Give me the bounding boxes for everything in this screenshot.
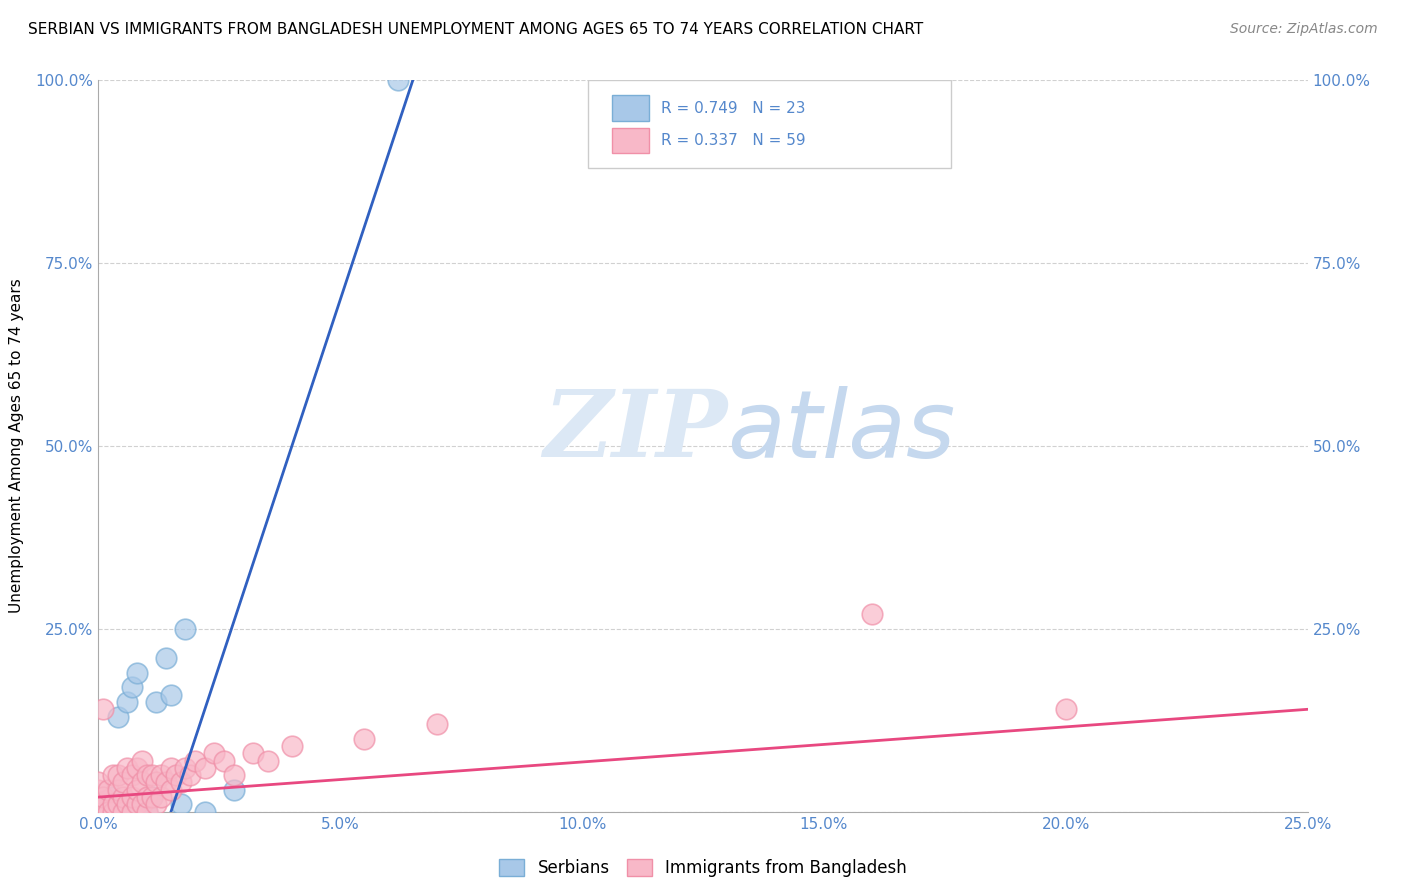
Point: [135, 768, 157, 782]
Point: [97, 782, 120, 797]
Point: [121, 805, 143, 819]
Legend: Serbians, Immigrants from Bangladesh: Serbians, Immigrants from Bangladesh: [492, 853, 914, 884]
Text: SERBIAN VS IMMIGRANTS FROM BANGLADESH UNEMPLOYMENT AMONG AGES 65 TO 74 YEARS COR: SERBIAN VS IMMIGRANTS FROM BANGLADESH UN…: [28, 22, 924, 37]
Point: [204, 746, 226, 760]
Point: [131, 797, 153, 812]
Point: [141, 790, 163, 805]
Point: [101, 805, 124, 819]
Point: [127, 782, 149, 797]
Point: [91, 805, 114, 819]
Point: [107, 709, 129, 723]
Point: [111, 805, 134, 819]
Text: atlas: atlas: [727, 386, 956, 477]
Point: [281, 739, 304, 753]
Point: [135, 790, 157, 805]
Point: [141, 768, 163, 782]
Point: [127, 761, 149, 775]
Point: [111, 790, 134, 805]
Point: [194, 805, 217, 819]
Point: [117, 695, 139, 709]
Text: R = 0.337   N = 59: R = 0.337 N = 59: [661, 134, 806, 148]
Point: [97, 801, 120, 815]
Bar: [613, 128, 648, 153]
Point: [91, 797, 114, 812]
Point: [387, 73, 409, 87]
Point: [155, 651, 177, 665]
Point: [87, 797, 110, 812]
Point: [426, 717, 449, 731]
Point: [222, 782, 245, 797]
Point: [353, 731, 375, 746]
Point: [121, 681, 143, 695]
Point: [97, 797, 120, 812]
Point: [145, 775, 167, 789]
Text: R = 0.749   N = 23: R = 0.749 N = 23: [661, 101, 806, 116]
Point: [117, 761, 139, 775]
Y-axis label: Unemployment Among Ages 65 to 74 years: Unemployment Among Ages 65 to 74 years: [10, 278, 24, 614]
Point: [174, 761, 197, 775]
Point: [222, 768, 245, 782]
Point: [101, 797, 124, 812]
Point: [169, 775, 191, 789]
Point: [184, 754, 207, 768]
Point: [1054, 702, 1077, 716]
Point: [101, 790, 124, 805]
Point: [87, 790, 110, 805]
Point: [131, 775, 153, 789]
Point: [131, 754, 153, 768]
Text: ZIP: ZIP: [543, 386, 727, 476]
Point: [179, 768, 201, 782]
Point: [135, 805, 157, 819]
Point: [174, 622, 197, 636]
Point: [107, 782, 129, 797]
Point: [135, 805, 157, 819]
Point: [141, 790, 163, 805]
Point: [127, 665, 149, 680]
Point: [87, 801, 110, 815]
Point: [97, 805, 120, 819]
Point: [150, 790, 173, 805]
Point: [91, 790, 114, 805]
Point: [169, 797, 191, 812]
Point: [150, 768, 173, 782]
Point: [155, 775, 177, 789]
Point: [87, 782, 110, 797]
Point: [121, 790, 143, 805]
Point: [131, 797, 153, 812]
Point: [101, 805, 124, 819]
Point: [117, 797, 139, 812]
Point: [121, 768, 143, 782]
Point: [212, 754, 235, 768]
Point: [111, 805, 134, 819]
Point: [160, 782, 183, 797]
Point: [160, 761, 183, 775]
Point: [145, 695, 167, 709]
Point: [91, 797, 114, 812]
Point: [91, 702, 114, 716]
Point: [107, 797, 129, 812]
Point: [165, 768, 187, 782]
Point: [242, 746, 264, 760]
Point: [127, 797, 149, 812]
Point: [860, 607, 883, 622]
Point: [91, 805, 114, 819]
Point: [101, 768, 124, 782]
Point: [111, 775, 134, 789]
Point: [194, 761, 217, 775]
Point: [87, 801, 110, 815]
Point: [160, 688, 183, 702]
FancyBboxPatch shape: [588, 80, 950, 168]
Bar: [613, 95, 648, 120]
Point: [107, 768, 129, 782]
Point: [87, 775, 110, 789]
Text: Source: ZipAtlas.com: Source: ZipAtlas.com: [1230, 22, 1378, 37]
Point: [256, 754, 278, 768]
Point: [145, 797, 167, 812]
